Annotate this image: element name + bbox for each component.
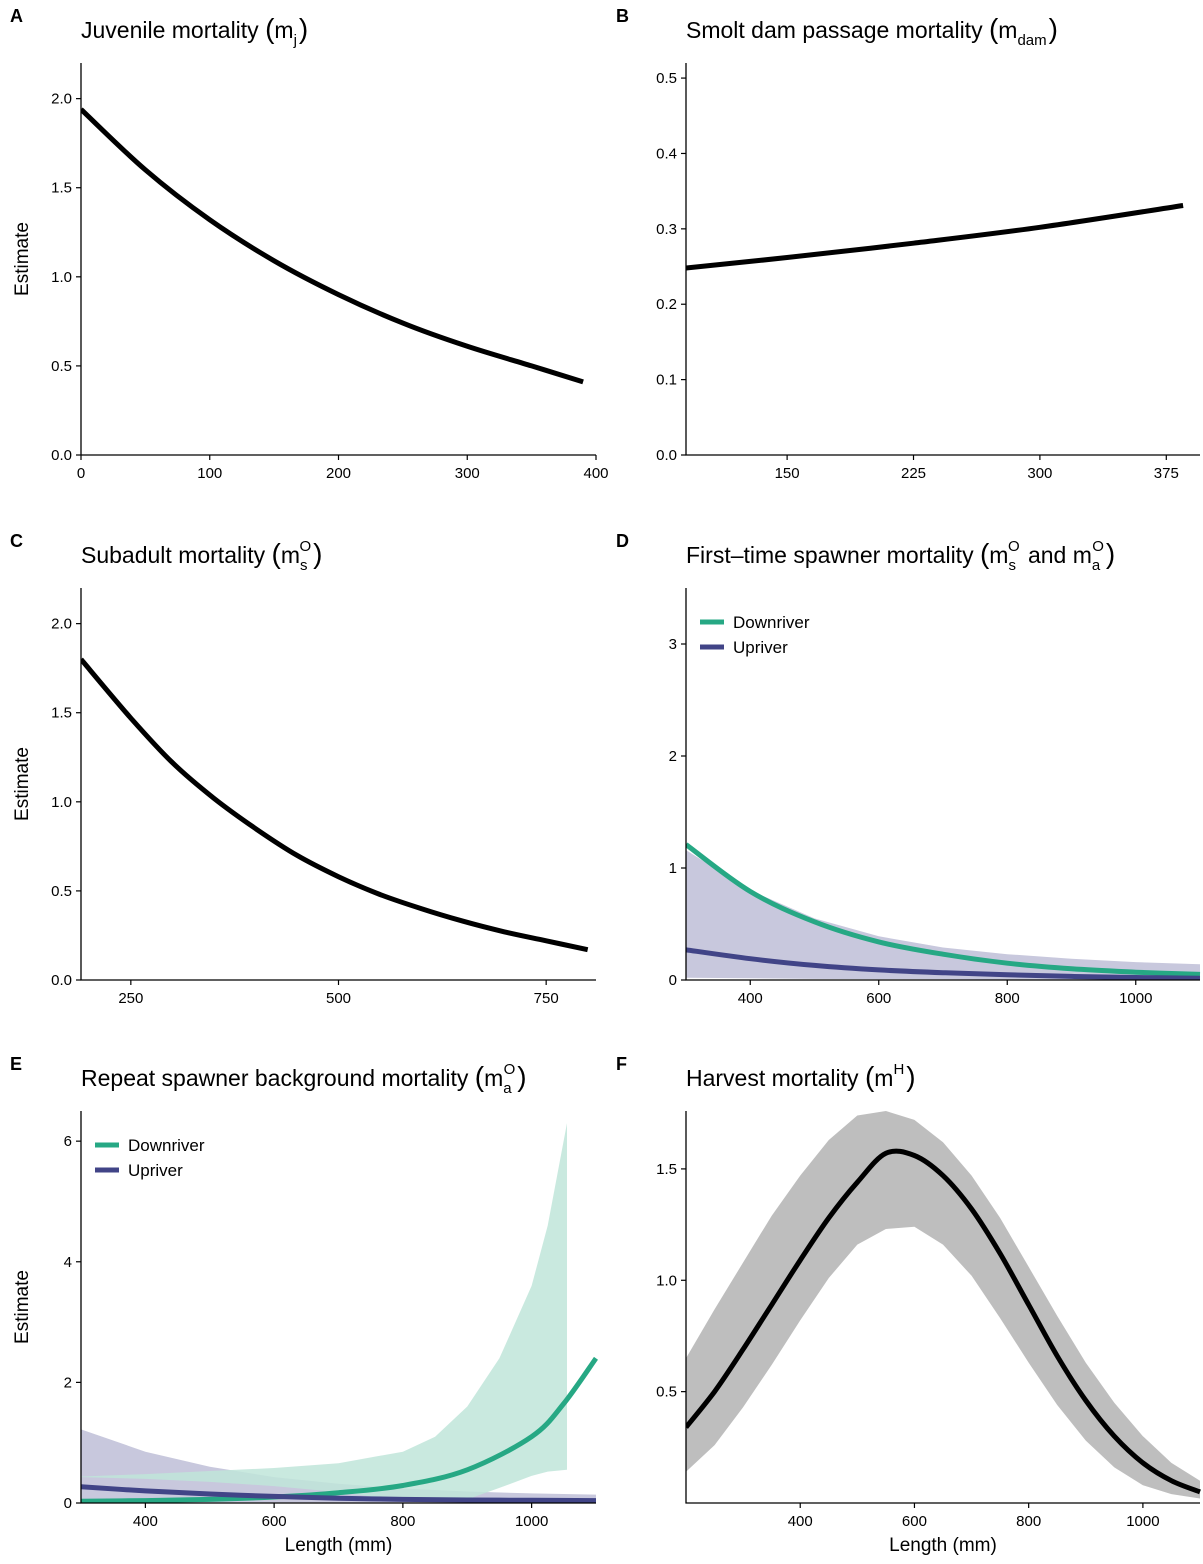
x-tick-label: 100 <box>197 465 222 482</box>
y-tick-label: 0.4 <box>656 145 677 162</box>
x-tick-label: 300 <box>455 465 480 482</box>
y-axis-label: Estimate <box>12 222 33 296</box>
confidence-band <box>686 850 1200 980</box>
legend-label: Upriver <box>733 638 788 657</box>
y-tick-label: 1.0 <box>51 794 72 811</box>
panel-e: E Repeat spawner background mortality (ma… <box>10 1054 598 1556</box>
x-tick-label: 400 <box>133 1513 158 1530</box>
x-tick-label: 225 <box>901 465 926 482</box>
series-line <box>81 107 584 385</box>
y-tick-label: 1.0 <box>656 1272 677 1289</box>
x-tick-label: 400 <box>583 465 608 482</box>
x-tick-label: 750 <box>534 990 559 1007</box>
y-tick-label: 0.5 <box>51 358 72 375</box>
panel-d: D First–time spawner mortality (msO and m… <box>616 531 1201 1007</box>
panel-title: Subadult mortality (msO ) <box>81 538 322 574</box>
y-tick-label: 0.0 <box>51 447 72 464</box>
x-tick-label: 400 <box>788 1513 813 1530</box>
x-tick-label: 0 <box>77 465 85 482</box>
x-tick-label: 375 <box>1154 465 1179 482</box>
x-axis-label: Length (mm) <box>285 1535 393 1556</box>
legend-label: Downriver <box>128 1136 205 1155</box>
x-tick-label: 400 <box>738 990 763 1007</box>
y-tick-label: 0.0 <box>51 972 72 989</box>
series-line <box>686 203 1184 271</box>
x-tick-label: 800 <box>390 1513 415 1530</box>
y-axis-label: Estimate <box>12 747 33 821</box>
series-line-upriver <box>686 947 1201 980</box>
x-tick-label: 250 <box>118 990 143 1007</box>
panel-title: Juvenile mortality (mj ) <box>81 13 308 49</box>
y-tick-label: 3 <box>669 636 677 653</box>
y-tick-label: 0.1 <box>656 372 677 389</box>
panel-title: Harvest mortality (mH ) <box>686 1061 916 1092</box>
x-tick-label: 600 <box>866 990 891 1007</box>
y-tick-label: 2.0 <box>51 91 72 108</box>
panel-f: F Harvest mortality (mH ) 0.5 1.0 1.5 400 600 8… <box>616 1054 1201 1556</box>
y-axis-label: Estimate <box>12 1270 33 1344</box>
panel-letter: F <box>616 1054 627 1074</box>
series-line <box>81 657 589 953</box>
y-tick-label: 1.5 <box>51 180 72 197</box>
y-tick-label: 1.0 <box>51 269 72 286</box>
x-tick-label: 800 <box>995 990 1020 1007</box>
panel-letter: E <box>10 1054 22 1074</box>
x-axis-label: Length (mm) <box>889 1535 997 1556</box>
panel-a: A Juvenile mortality (mj ) 0.0 0.5 1.0 1.5 2.0… <box>10 6 609 482</box>
panel-title: Repeat spawner background mortality (maO… <box>81 1061 527 1097</box>
series-line <box>686 1148 1201 1495</box>
panel-letter: C <box>10 531 23 551</box>
y-tick-label: 0.5 <box>51 883 72 900</box>
x-tick-label: 150 <box>775 465 800 482</box>
series-line-upriver <box>81 1484 597 1503</box>
x-tick-label: 600 <box>902 1513 927 1530</box>
panel-title: First–time spawner mortality (msO and ma… <box>686 538 1115 574</box>
x-tick-label: 500 <box>326 990 351 1007</box>
panel-title: Smolt dam passage mortality (mdam ) <box>686 13 1058 49</box>
y-tick-label: 0.2 <box>656 296 677 313</box>
x-tick-label: 200 <box>326 465 351 482</box>
x-tick-label: 800 <box>1016 1513 1041 1530</box>
y-tick-label: 0 <box>669 972 677 989</box>
y-tick-label: 0 <box>64 1495 72 1512</box>
x-tick-label: 300 <box>1027 465 1052 482</box>
y-tick-label: 2 <box>669 748 677 765</box>
y-tick-label: 2 <box>64 1374 72 1391</box>
y-tick-label: 6 <box>64 1133 72 1150</box>
y-tick-label: 4 <box>64 1254 72 1271</box>
y-tick-label: 0.5 <box>656 1384 677 1401</box>
series-line-downriver <box>686 842 1201 977</box>
panel-letter: B <box>616 6 629 26</box>
panel-letter: D <box>616 531 629 551</box>
panel-b: B Smolt dam passage mortality (mdam ) 0.0 0… <box>616 6 1200 482</box>
y-tick-label: 1.5 <box>656 1161 677 1178</box>
y-tick-label: 1.5 <box>51 705 72 722</box>
y-tick-label: 1 <box>669 860 677 877</box>
legend-label: Upriver <box>128 1161 183 1180</box>
confidence-band <box>81 1123 567 1502</box>
x-tick-label: 1000 <box>1126 1513 1159 1530</box>
panel-letter: A <box>10 6 23 26</box>
x-tick-label: 600 <box>262 1513 287 1530</box>
y-tick-label: 0.3 <box>656 221 677 238</box>
y-tick-label: 2.0 <box>51 616 72 633</box>
y-tick-label: 0.0 <box>656 447 677 464</box>
confidence-band <box>686 1111 1200 1499</box>
legend-label: Downriver <box>733 613 810 632</box>
y-tick-label: 0.5 <box>656 70 677 87</box>
x-tick-label: 1000 <box>1119 990 1152 1007</box>
panel-c: C Subadult mortality (msO ) 0.0 0.5 1.0 1.5 2.… <box>10 531 596 1007</box>
x-tick-label: 1000 <box>515 1513 548 1530</box>
series-line-downriver <box>81 1356 598 1503</box>
confidence-band <box>81 1429 596 1503</box>
